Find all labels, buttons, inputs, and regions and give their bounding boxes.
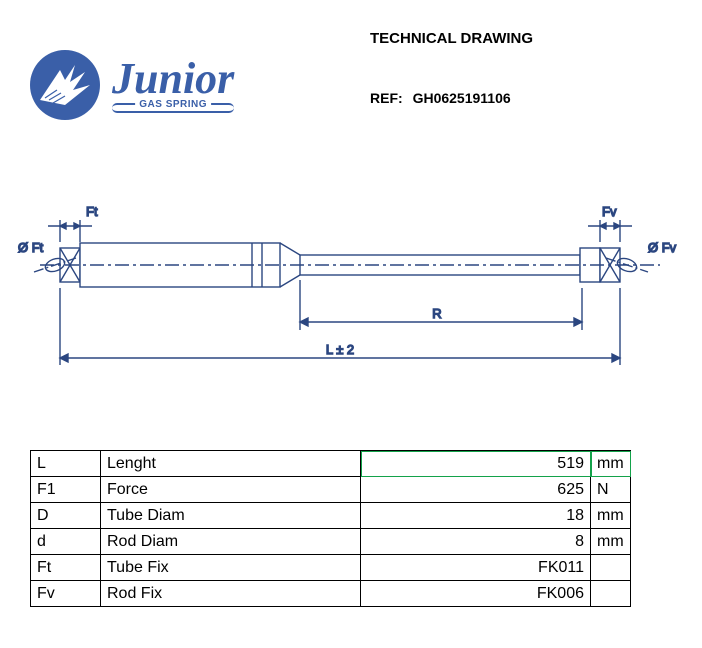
spec-symbol: Fv	[31, 581, 101, 607]
spec-table: LLenght519mmF1Force625NDTube Diam18mmdRo…	[30, 450, 631, 607]
spec-unit: mm	[591, 503, 631, 529]
spec-value: FK011	[361, 555, 591, 581]
spec-name: Rod Fix	[101, 581, 361, 607]
spec-unit: N	[591, 477, 631, 503]
page-title: TECHNICAL DRAWING	[370, 30, 533, 47]
dim-fv-label: Fv	[602, 204, 617, 219]
dim-l-label: L ± 2	[326, 342, 354, 357]
ref-line: REF: GH0625191106	[370, 90, 511, 106]
spec-value: FK006	[361, 581, 591, 607]
table-row: FtTube FixFK011	[31, 555, 631, 581]
table-row: LLenght519mm	[31, 451, 631, 477]
logo-name: Junior	[112, 57, 234, 101]
spec-name: Force	[101, 477, 361, 503]
ref-label: REF:	[370, 90, 403, 106]
spec-symbol: L	[31, 451, 101, 477]
dim-r-label: R	[432, 306, 441, 321]
ref-value: GH0625191106	[413, 90, 511, 106]
phi-ft-label: Ø Ft	[18, 240, 44, 255]
phi-fv-label: Ø Fv	[648, 240, 677, 255]
technical-drawing: Ft Fv Ø Ft Ø Fv R L ± 2	[0, 180, 702, 400]
spec-value: 18	[361, 503, 591, 529]
spec-name: Tube Diam	[101, 503, 361, 529]
spec-symbol: d	[31, 529, 101, 555]
dim-ft-label: Ft	[86, 204, 98, 219]
spec-symbol: F1	[31, 477, 101, 503]
spec-unit: mm	[591, 451, 631, 477]
spec-name: Rod Diam	[101, 529, 361, 555]
spec-name: Lenght	[101, 451, 361, 477]
logo: Junior GAS SPRING	[30, 50, 234, 120]
table-row: dRod Diam8mm	[31, 529, 631, 555]
spec-value: 8	[361, 529, 591, 555]
logo-mark	[30, 50, 100, 120]
spec-value: 519	[361, 451, 591, 477]
table-row: DTube Diam18mm	[31, 503, 631, 529]
logo-subtitle: GAS SPRING	[135, 99, 211, 110]
table-row: F1Force625N	[31, 477, 631, 503]
spec-symbol: D	[31, 503, 101, 529]
spec-value: 625	[361, 477, 591, 503]
spec-symbol: Ft	[31, 555, 101, 581]
spec-unit	[591, 581, 631, 607]
spec-unit: mm	[591, 529, 631, 555]
spec-unit	[591, 555, 631, 581]
spec-name: Tube Fix	[101, 555, 361, 581]
table-row: FvRod FixFK006	[31, 581, 631, 607]
